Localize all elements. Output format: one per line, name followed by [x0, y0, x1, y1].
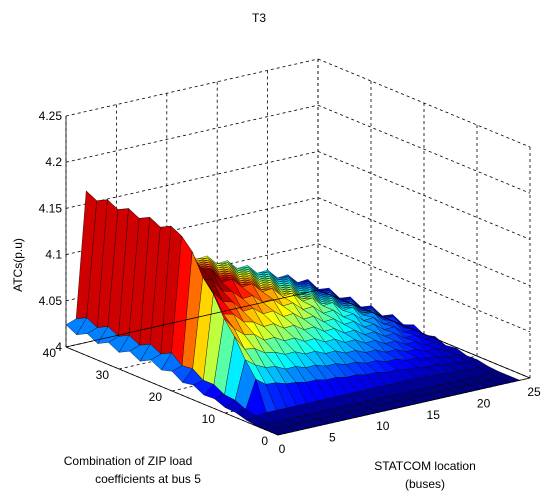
x-tick-label: 5: [329, 431, 336, 445]
chart-title: T3: [252, 11, 266, 25]
x-axis-label-line2: (buses): [405, 477, 445, 491]
y-axis-line: [65, 346, 279, 436]
floor-edge-line: [317, 289, 531, 379]
grid-line: [317, 104, 531, 194]
y-tick-label: 0: [261, 434, 268, 448]
x-tick-label: 25: [527, 385, 541, 399]
axes-front: [65, 116, 531, 436]
y-tick-label: 30: [96, 368, 110, 382]
z-tick-label: 4: [55, 340, 62, 354]
grid-line: [317, 151, 531, 240]
grid-line: [317, 243, 531, 333]
z-tick-label: 4.2: [45, 155, 62, 169]
floor-edge-line: [65, 289, 319, 348]
grid-line: [317, 58, 531, 148]
x-tick-label: 0: [279, 442, 286, 456]
z-tick-label: 4.15: [39, 201, 63, 215]
z-tick-label: 4.1: [45, 248, 62, 262]
x-axis-line: [277, 377, 531, 436]
x-tick-label: 20: [477, 396, 491, 410]
grid-line: [65, 151, 319, 209]
grid-line: [65, 104, 319, 163]
grid-line: [317, 197, 531, 286]
y-axis-label-line2: coefficients at bus 5: [95, 472, 201, 486]
y-tick-label: 10: [202, 412, 216, 426]
z-tick-label: 4.25: [39, 109, 63, 123]
y-tick-label: 40: [43, 346, 57, 360]
y-axis-label-line1: Combination of ZIP load: [64, 454, 193, 468]
tick-labels: 0 5 10 15 20 25 0 10 20 30 40 4 4.05 4.1 4.15 4.2 4.25: [39, 109, 541, 456]
y-tick-label: 20: [149, 390, 163, 404]
grid-line: [65, 58, 319, 117]
z-tick-label: 4.05: [39, 294, 63, 308]
surface-patches: [65, 190, 521, 436]
z-axis-label: ATCs(p.u): [11, 238, 25, 292]
x-tick-label: 10: [376, 419, 390, 433]
x-axis-label-line1: STATCOM location: [374, 459, 476, 473]
x-tick-label: 15: [427, 408, 441, 422]
